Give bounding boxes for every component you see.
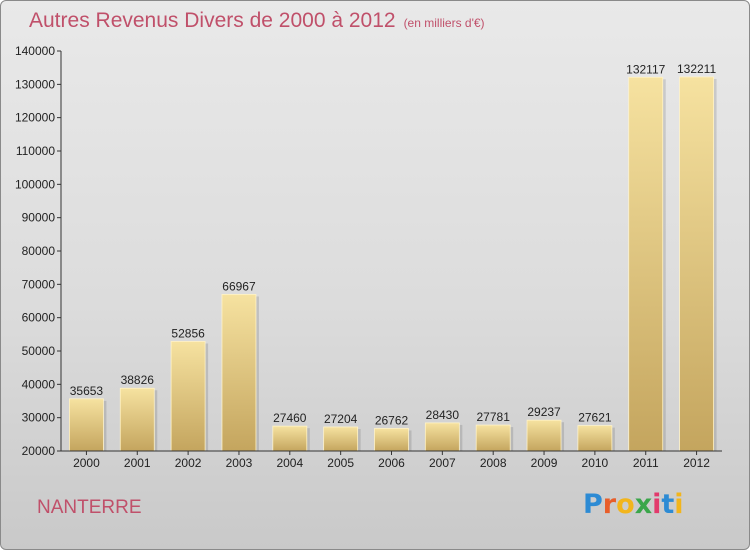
x-tick-label: 2000 (73, 456, 100, 470)
x-tick-label: 2008 (480, 456, 507, 470)
logo-letter: t (661, 489, 675, 520)
bar-2004 (272, 425, 308, 452)
bar-2010 (577, 425, 613, 452)
data-label: 27621 (578, 411, 612, 425)
x-tick-label: 2002 (175, 456, 202, 470)
bar-2011 (628, 76, 664, 452)
bar-2006 (374, 428, 409, 452)
y-tick-label: 30000 (22, 411, 56, 425)
y-tick-label: 90000 (22, 211, 56, 225)
y-tick-label: 70000 (22, 277, 56, 291)
data-label: 38826 (121, 373, 155, 387)
data-label: 26762 (375, 413, 409, 427)
bar-2001 (119, 387, 155, 452)
bar-2000 (69, 398, 104, 452)
logo-letter: P (583, 489, 603, 520)
y-tick-label: 60000 (22, 311, 56, 325)
logo-letter: i (652, 489, 662, 520)
y-tick-label: 20000 (22, 444, 56, 458)
data-label: 52856 (171, 326, 205, 340)
x-tick-label: 2005 (327, 456, 354, 470)
y-tick-label: 140000 (15, 44, 55, 58)
data-label: 132211 (677, 62, 716, 76)
data-label: 132117 (626, 62, 665, 76)
logo-letter: x (634, 489, 653, 520)
y-tick-label: 120000 (15, 111, 55, 125)
data-label: 27460 (273, 411, 307, 425)
logo-letter: r (602, 489, 617, 520)
data-label: 28430 (426, 408, 460, 422)
bar-2002 (170, 341, 206, 452)
x-tick-label: 2011 (633, 456, 659, 470)
x-tick-label: 2012 (683, 456, 710, 470)
data-label: 29237 (527, 405, 561, 419)
bar-2005 (323, 426, 359, 452)
commune-name: NANTERRE (37, 497, 142, 518)
chart-subtitle: (en milliers d'€) (403, 16, 485, 30)
x-tick-label: 2007 (429, 456, 456, 470)
x-tick-label: 2009 (531, 456, 558, 470)
x-tick-label: 2004 (276, 456, 303, 470)
logo-letter: o (616, 489, 635, 520)
data-label: 66967 (222, 279, 256, 293)
x-tick-label: 2006 (378, 456, 405, 470)
x-tick-label: 2003 (226, 456, 253, 470)
x-tick-label: 2010 (582, 456, 609, 470)
y-tick-label: 100000 (15, 177, 55, 191)
data-label: 27781 (477, 410, 511, 424)
chart-title-text: Autres Revenus Divers de 2000 à 2012 (29, 9, 396, 32)
y-tick-label: 110000 (16, 144, 55, 158)
y-tick-label: 130000 (15, 77, 55, 91)
y-tick-label: 50000 (22, 344, 56, 358)
bar-2009 (526, 419, 562, 452)
bar-2008 (475, 424, 511, 452)
chart-title: Autres Revenus Divers de 2000 à 2012 (en … (29, 9, 485, 33)
proxiti-logo: Proxiti (583, 489, 684, 520)
y-tick-label: 40000 (22, 377, 56, 391)
logo-letter: i (674, 489, 684, 520)
data-label: 35653 (70, 384, 104, 398)
bar-2003 (221, 294, 257, 452)
bar-2007 (424, 422, 460, 452)
y-tick-label: 80000 (22, 244, 56, 258)
data-label: 27204 (324, 412, 358, 426)
bar-2012 (679, 76, 714, 452)
x-tick-label: 2001 (124, 456, 151, 470)
